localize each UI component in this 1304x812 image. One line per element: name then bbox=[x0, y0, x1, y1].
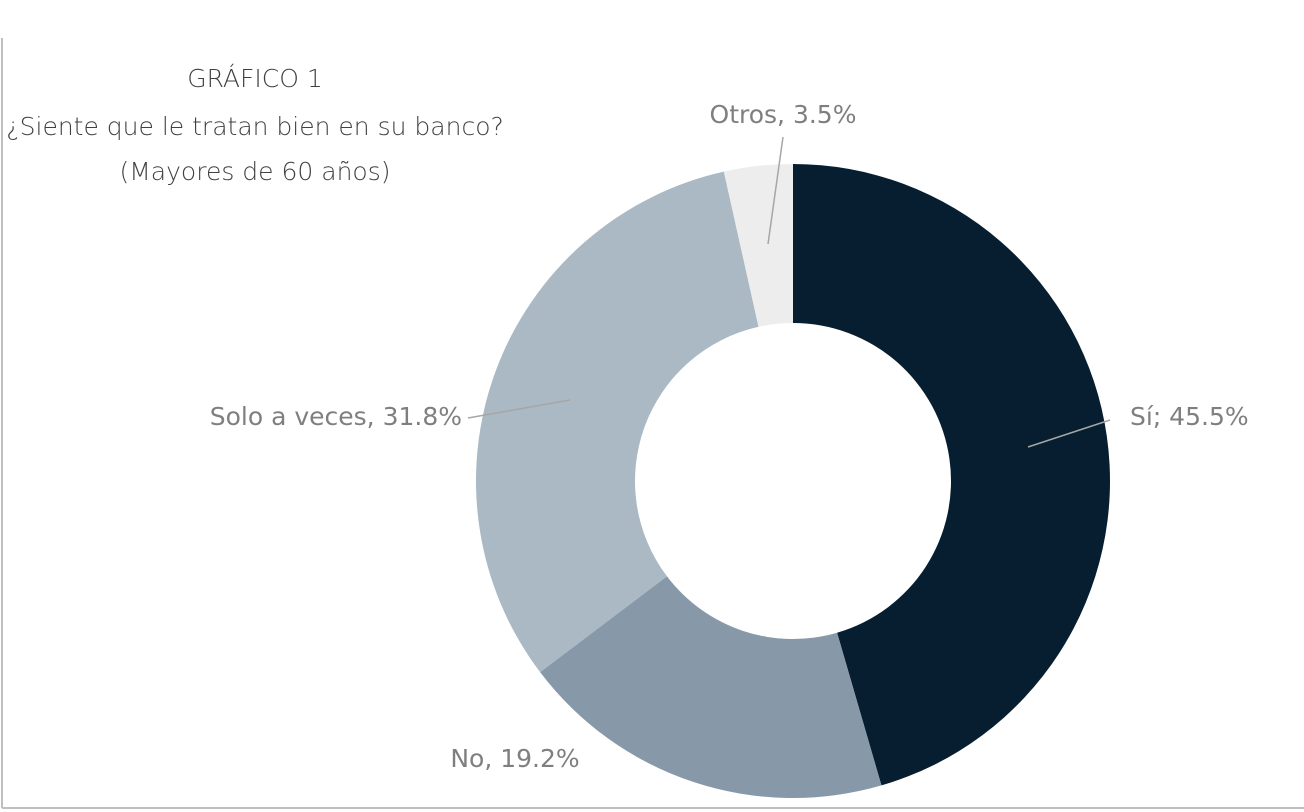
leader-line bbox=[467, 399, 571, 419]
donut-slice bbox=[793, 164, 1110, 786]
chart-subtitle: ¿Siente que le tratan bien en su banco? bbox=[6, 112, 504, 141]
leader-line bbox=[1027, 419, 1111, 448]
data-label: No, 19.2% bbox=[450, 744, 579, 773]
donut-slice bbox=[540, 576, 882, 798]
donut-slice bbox=[723, 164, 793, 327]
leader-line bbox=[767, 136, 784, 245]
chart-subtitle: (Mayores de 60 años) bbox=[119, 157, 390, 186]
data-label: Sí; 45.5% bbox=[1130, 402, 1249, 431]
data-label: Otros, 3.5% bbox=[710, 100, 857, 129]
donut-slice bbox=[476, 171, 759, 673]
chart-title: GRÁFICO 1 bbox=[187, 64, 323, 93]
data-label: Solo a veces, 31.8% bbox=[210, 402, 462, 431]
